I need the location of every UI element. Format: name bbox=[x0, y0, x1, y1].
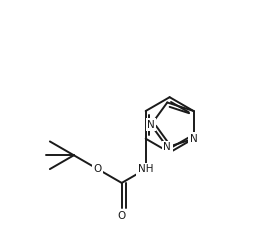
Text: N: N bbox=[190, 134, 198, 144]
Text: O: O bbox=[118, 211, 126, 221]
Text: NH: NH bbox=[138, 164, 153, 174]
Text: N: N bbox=[163, 142, 171, 152]
Text: N: N bbox=[147, 120, 155, 130]
Text: O: O bbox=[94, 164, 102, 174]
